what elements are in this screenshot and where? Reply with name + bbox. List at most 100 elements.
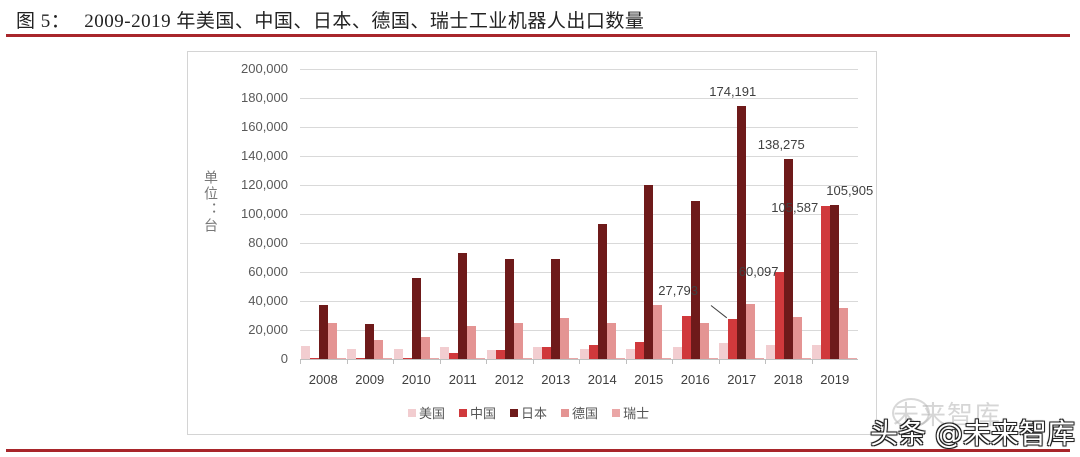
- legend-label: 日本: [521, 407, 548, 422]
- legend-swatch: [408, 408, 416, 417]
- legend-label: 美国: [419, 407, 446, 422]
- legend-item: 瑞士: [612, 403, 649, 422]
- bar-2010-2: [411, 277, 421, 359]
- x-tick-mark: [532, 359, 534, 364]
- legend-swatch: [612, 408, 621, 417]
- x-tick-mark: [393, 359, 394, 364]
- bar-2008-1: [309, 357, 319, 359]
- gridline: [300, 330, 858, 331]
- bar-2011-4: [476, 358, 486, 359]
- gridline: [300, 272, 858, 273]
- watermark-main: 头条 @未来智库: [870, 417, 1075, 450]
- bar-2009-0: [347, 348, 357, 359]
- bar-2011-3: [467, 325, 477, 359]
- x-tick-label: 2013: [541, 372, 571, 387]
- y-tick-label: 200,000: [241, 61, 288, 76]
- y-tick-label: 0: [280, 351, 288, 366]
- gridline: [300, 98, 858, 99]
- bar-2016-4: [708, 358, 718, 359]
- x-tick-label: 2008: [308, 372, 338, 387]
- bar-2015-3: [653, 305, 663, 359]
- gridline: [300, 185, 858, 186]
- bar-2016-1: [681, 315, 691, 359]
- x-tick-mark: [486, 359, 487, 364]
- x-tick-label: 2012: [494, 372, 524, 387]
- legend-swatch: [459, 408, 468, 417]
- bar-2019-1: [821, 205, 831, 359]
- x-tick-label: 2014: [587, 372, 617, 387]
- bar-2013-4: [569, 358, 579, 359]
- bar-2018-0: [765, 344, 775, 359]
- plot-area: [300, 69, 858, 364]
- x-tick-mark: [718, 359, 720, 364]
- y-tick-label: 120,000: [241, 177, 288, 192]
- legend-swatch: [510, 408, 519, 417]
- legend-swatch: [561, 408, 570, 417]
- x-tick-mark: [811, 359, 813, 364]
- bar-2015-4: [662, 358, 672, 359]
- legend-label: 瑞士: [623, 407, 650, 422]
- bar-2013-1: [542, 347, 552, 359]
- bar-2014-1: [588, 344, 598, 359]
- x-tick-mark: [672, 359, 673, 364]
- bar-2016-3: [699, 322, 709, 359]
- bar-2017-2: [737, 106, 747, 359]
- y-tick-label: 40,000: [248, 293, 288, 308]
- x-tick-mark: [439, 359, 441, 364]
- bar-2016-2: [690, 200, 700, 359]
- bar-2014-2: [597, 224, 607, 359]
- figure-label: 图 5：: [16, 11, 71, 32]
- x-tick-mark: [765, 359, 766, 364]
- data-label: 138,275: [757, 136, 805, 152]
- data-label: 174,191: [709, 84, 757, 100]
- x-tick-mark: [579, 359, 580, 364]
- bar-2018-3: [792, 316, 802, 359]
- bar-2015-2: [644, 185, 654, 359]
- bar-2019-4: [848, 358, 858, 359]
- watermark-top: 未来智库: [893, 401, 1002, 431]
- data-label: 105,587: [771, 199, 819, 215]
- x-tick-label: 2019: [820, 372, 850, 387]
- y-axis-label: 单位：台: [202, 170, 218, 234]
- gridline: [300, 214, 858, 215]
- bar-2012-4: [522, 358, 532, 359]
- top-rule: [6, 34, 1070, 37]
- bar-2018-4: [801, 358, 811, 359]
- bar-2017-1: [728, 318, 738, 359]
- bar-2012-3: [513, 322, 523, 359]
- bar-2011-0: [440, 347, 450, 359]
- x-tick-mark: [346, 359, 348, 364]
- legend-label: 德国: [572, 407, 599, 422]
- bar-2014-0: [579, 348, 589, 359]
- chart-legend: 美国 中国 日本 德国 瑞士: [408, 403, 649, 422]
- y-tick-label: 160,000: [241, 119, 288, 134]
- bar-2014-4: [615, 358, 625, 359]
- bar-2009-2: [365, 324, 375, 359]
- figure-title-text: 2009-2019 年美国、中国、日本、德国、瑞士工业机器人出口数量: [84, 11, 645, 32]
- legend-item: 日本: [510, 403, 547, 422]
- bar-2017-4: [755, 358, 765, 359]
- y-tick-label: 180,000: [241, 90, 288, 105]
- bar-2014-3: [606, 322, 616, 359]
- data-label: 105,905: [826, 183, 874, 199]
- bottom-rule: [6, 449, 1070, 452]
- bar-2009-4: [383, 358, 393, 359]
- data-label: 60,097: [738, 263, 779, 279]
- x-tick-label: 2016: [680, 372, 710, 387]
- legend-item: 美国: [408, 403, 445, 422]
- y-tick-label: 20,000: [248, 322, 288, 337]
- bar-2017-0: [719, 343, 729, 359]
- legend-item: 德国: [561, 403, 598, 422]
- y-tick-label: 80,000: [248, 235, 288, 250]
- bar-2012-0: [486, 350, 496, 359]
- gridline: [300, 127, 858, 128]
- bar-2019-2: [830, 205, 840, 359]
- y-tick-label: 140,000: [241, 148, 288, 163]
- bar-2012-2: [504, 258, 514, 359]
- bar-2016-0: [672, 347, 682, 359]
- bar-2013-2: [551, 258, 561, 359]
- bar-2010-3: [420, 337, 430, 359]
- figure-title: 图 5： 2009-2019 年美国、中国、日本、德国、瑞士工业机器人出口数量: [16, 6, 644, 33]
- y-tick-label: 100,000: [241, 206, 288, 221]
- y-tick-label: 60,000: [248, 264, 288, 279]
